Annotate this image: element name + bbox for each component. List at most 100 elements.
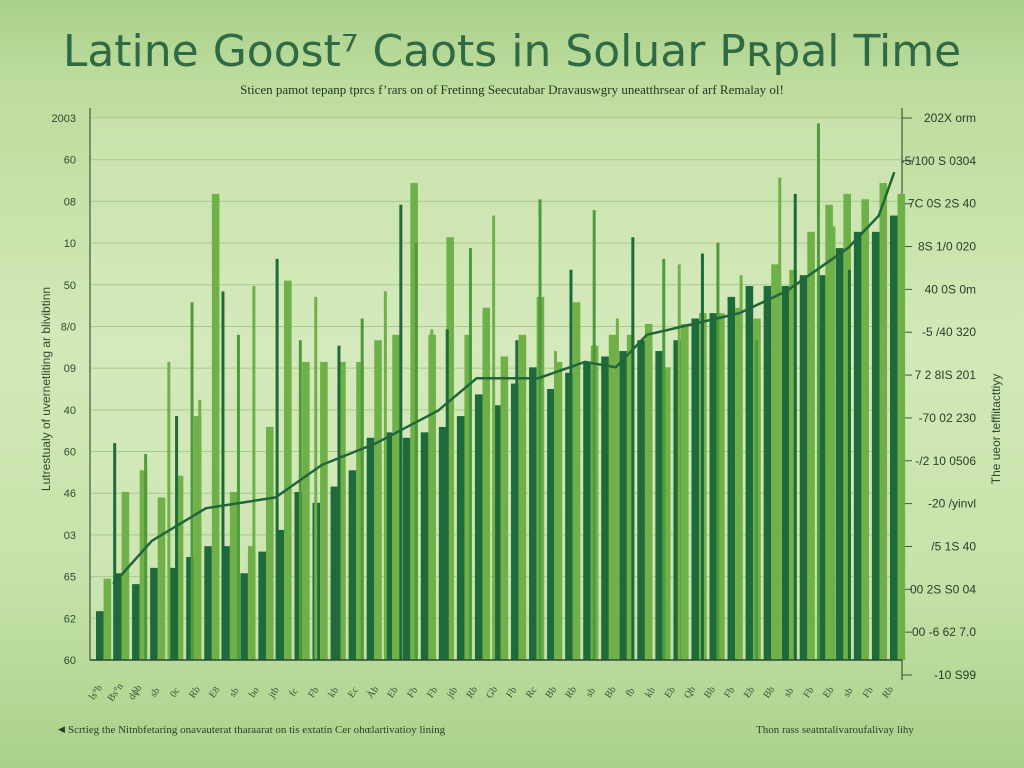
bar-light (608, 334, 617, 660)
bar-light (644, 323, 653, 660)
bar-light (284, 280, 292, 660)
bar-light (103, 578, 112, 660)
y-tick-label: 60 (64, 447, 76, 459)
bar-light (662, 367, 671, 660)
y-tick-label: 62 (64, 613, 76, 625)
x-tick-label: jtb (444, 685, 460, 701)
x-tick-label: fb (624, 686, 638, 699)
y2-tick-label: -10 S99 (934, 668, 976, 682)
spike-bar (445, 329, 449, 660)
bar-dark (547, 389, 555, 660)
x-tick-label: Gb (484, 684, 500, 700)
spike-bar (847, 269, 851, 660)
bar-light (825, 204, 833, 660)
x-tick-label: Fb (801, 685, 816, 700)
spike-bar (700, 253, 704, 660)
spike-bar (492, 215, 496, 660)
x-tick-label: dɸb (127, 683, 145, 702)
x-tick-label: Rb (563, 685, 579, 701)
spike-bar (615, 318, 619, 660)
bar-light (302, 361, 310, 660)
spike-bar (662, 258, 666, 660)
bar-light (717, 313, 725, 660)
bar-dark (511, 383, 519, 660)
x-tick-label: Bs°n (106, 681, 126, 703)
y-tick-label: 50 (64, 280, 76, 292)
x-tick-label: jtb (266, 685, 282, 701)
bar-light (735, 307, 743, 660)
x-tick-label: Eb (663, 685, 678, 700)
spike-bar (816, 123, 820, 661)
x-tick-label: bo (247, 685, 262, 700)
bar-dark (114, 573, 122, 660)
bar-light (807, 231, 815, 660)
footer-note-left: Scrtieg the Nitnbfetaring onavauterat th… (68, 724, 446, 736)
x-tick-label: Eb (742, 685, 757, 700)
x-tick-label: Fb (425, 685, 440, 700)
bar-light (247, 546, 256, 660)
bar-light (229, 491, 238, 660)
x-tick-label: Fb (405, 685, 420, 700)
bar-dark (330, 486, 339, 660)
x-tick-label: Bb (544, 685, 560, 701)
bar-dark (655, 351, 663, 660)
bar-light (879, 183, 888, 661)
x-tick-label: Fb (861, 685, 876, 700)
y2-tick-label: 7C 0S 2S 40 (908, 197, 976, 211)
bar-dark (853, 231, 862, 660)
bar-dark (240, 573, 248, 660)
bar-light (139, 470, 148, 660)
trend-line (112, 171, 896, 585)
bar-dark (366, 437, 375, 660)
chart-subtitle: Sticen pamot tepanp tprcs f’rars on of F… (240, 82, 784, 97)
y2-tick-label: 8S 1/0 020 (918, 240, 976, 254)
y-tick-label: 65 (64, 572, 76, 584)
y2-tick-label: 7 2 8IS 201 (915, 368, 977, 382)
spike-bar (569, 269, 573, 660)
bar-dark (474, 394, 483, 660)
bar-light (897, 193, 906, 660)
chart-title: Latine Goost⁷ Caots in Soluar Pʀpal Time (62, 26, 962, 77)
spike-bar (337, 345, 341, 660)
x-tick-label: Bb (761, 685, 777, 701)
x-tick-label: E8 (207, 685, 222, 700)
bar-light (211, 193, 220, 660)
spike-bar (175, 416, 179, 660)
bar-dark (637, 340, 645, 660)
spike-bar (747, 334, 751, 660)
y-tick-label: 10 (64, 238, 76, 250)
spike-bar (414, 242, 418, 660)
bar-dark (529, 367, 537, 660)
bar-dark (583, 361, 591, 660)
bar-dark (132, 584, 140, 660)
bar-light (789, 269, 797, 660)
bar-light (265, 426, 274, 660)
y-tick-label: 09 (64, 363, 76, 375)
y2-tick-label: -5/100 S 0304 (901, 154, 977, 168)
bar-dark (348, 470, 357, 660)
x-tick-label: sb (227, 686, 241, 700)
spike-bar (236, 334, 240, 660)
spikes (113, 123, 851, 661)
x-tick-label: Àb (364, 684, 381, 701)
bar-light (338, 361, 346, 660)
bar-light (464, 334, 473, 660)
bar-dark (817, 275, 826, 660)
x-tick-label: Qb (682, 684, 698, 700)
bar-dark (727, 296, 736, 660)
bar-dark (763, 286, 772, 660)
bar-dark (871, 231, 880, 660)
spike-bar (430, 329, 434, 660)
bar-dark (889, 215, 898, 660)
x-tick-label: sb (584, 686, 598, 700)
y2-tick-label: /5 1S 40 (931, 539, 976, 553)
spike-bar (190, 302, 194, 660)
x-tick-label: Ec (346, 685, 361, 700)
footer-arrow-icon: ◀ (58, 724, 65, 734)
x-tick-label: Rb (187, 685, 203, 701)
x-tick-label: Rb (464, 685, 480, 701)
bar-dark (420, 432, 429, 660)
y2-tick-label: -70 02 230 (919, 411, 977, 425)
spike-bar (554, 351, 557, 660)
bar-dark (619, 351, 627, 660)
